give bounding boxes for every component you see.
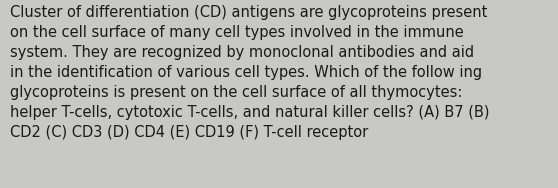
Text: Cluster of differentiation (CD) antigens are glycoproteins present
on the cell s: Cluster of differentiation (CD) antigens… — [10, 5, 489, 140]
